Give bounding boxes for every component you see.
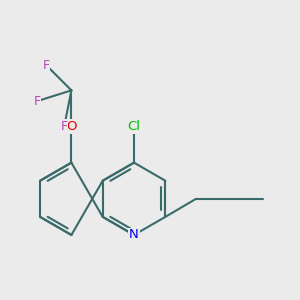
Text: F: F (43, 58, 50, 71)
Text: F: F (34, 95, 40, 108)
Text: N: N (129, 229, 139, 242)
Text: O: O (66, 120, 77, 133)
Text: Cl: Cl (128, 120, 140, 133)
Text: F: F (61, 120, 68, 133)
